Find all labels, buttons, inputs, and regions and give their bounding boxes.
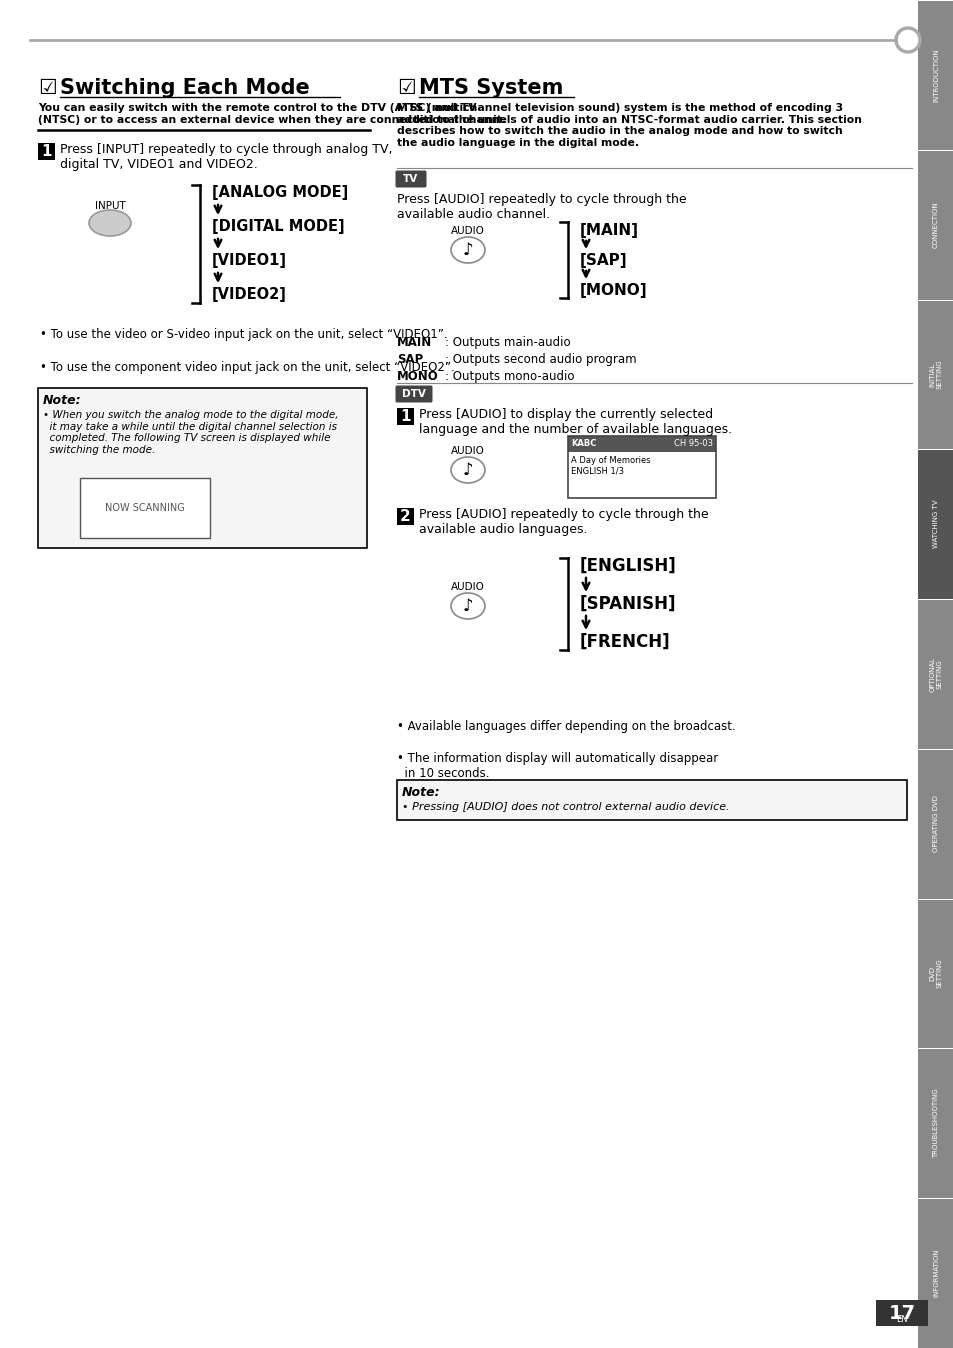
- Text: [SAP]: [SAP]: [579, 252, 627, 267]
- Text: DVD
SETTING: DVD SETTING: [928, 958, 942, 988]
- FancyBboxPatch shape: [395, 170, 426, 187]
- Text: KABC: KABC: [571, 439, 596, 449]
- Text: • To use the component video input jack on the unit, select “VIDEO2”.: • To use the component video input jack …: [40, 361, 455, 373]
- Bar: [917, 450, 953, 599]
- Text: MTS (multichannel television sound) system is the method of encoding 3
additiona: MTS (multichannel television sound) syst…: [396, 102, 862, 148]
- FancyBboxPatch shape: [396, 780, 906, 820]
- Bar: [80, 479, 210, 538]
- Text: Note:: Note:: [401, 786, 440, 799]
- Text: ENGLISH 1/3: ENGLISH 1/3: [571, 466, 623, 476]
- Bar: [917, 600, 953, 749]
- Text: • When you switch the analog mode to the digital mode,
  it may take a while unt: • When you switch the analog mode to the…: [43, 410, 338, 454]
- Text: [FRENCH]: [FRENCH]: [579, 634, 670, 651]
- FancyBboxPatch shape: [38, 388, 367, 549]
- Text: ♪: ♪: [462, 597, 473, 615]
- Text: [SPANISH]: [SPANISH]: [579, 594, 676, 613]
- Circle shape: [895, 28, 919, 53]
- Text: DTV: DTV: [401, 390, 425, 399]
- Text: 17: 17: [887, 1304, 915, 1322]
- Bar: [396, 508, 414, 524]
- Text: INTRODUCTION: INTRODUCTION: [932, 49, 938, 101]
- Text: OPTIONAL
SETTING: OPTIONAL SETTING: [928, 656, 942, 692]
- Ellipse shape: [451, 237, 484, 263]
- Text: ☑: ☑: [38, 78, 56, 98]
- Text: : Outputs mono-audio: : Outputs mono-audio: [444, 369, 574, 383]
- Ellipse shape: [451, 593, 484, 619]
- Text: ☑: ☑: [396, 78, 416, 98]
- Text: [VIDEO2]: [VIDEO2]: [212, 287, 287, 302]
- Text: SAP: SAP: [396, 353, 423, 367]
- Text: • To use the video or S-video input jack on the unit, select “VIDEO1”.: • To use the video or S-video input jack…: [40, 328, 447, 341]
- Text: ♪: ♪: [462, 241, 473, 259]
- Bar: [875, 1299, 927, 1326]
- Text: MAIN: MAIN: [396, 336, 432, 349]
- Text: • Pressing [AUDIO] does not control external audio device.: • Pressing [AUDIO] does not control exte…: [401, 802, 729, 811]
- Text: TROUBLESHOOTING: TROUBLESHOOTING: [932, 1088, 938, 1158]
- Text: MONO: MONO: [396, 369, 438, 383]
- Text: WATCHING TV: WATCHING TV: [932, 500, 938, 549]
- Bar: [917, 1200, 953, 1348]
- Text: You can easily switch with the remote control to the DTV (ATSC) and TV
(NTSC) or: You can easily switch with the remote co…: [38, 102, 506, 124]
- Text: INITIAL
SETTING: INITIAL SETTING: [928, 360, 942, 390]
- Text: : Outputs second audio program: : Outputs second audio program: [444, 353, 636, 367]
- Bar: [567, 435, 716, 497]
- Bar: [917, 301, 953, 449]
- Text: [MAIN]: [MAIN]: [579, 222, 639, 237]
- Text: • Available languages differ depending on the broadcast.: • Available languages differ depending o…: [396, 720, 735, 733]
- FancyBboxPatch shape: [395, 386, 432, 403]
- Text: • The information display will automatically disappear
  in 10 seconds.: • The information display will automatic…: [396, 752, 718, 780]
- Text: AUDIO: AUDIO: [451, 582, 484, 592]
- Text: NOW SCANNING: NOW SCANNING: [105, 503, 185, 514]
- Bar: [396, 408, 414, 425]
- Text: 1: 1: [400, 408, 411, 425]
- Text: INPUT: INPUT: [94, 201, 125, 212]
- Text: INFORMATION: INFORMATION: [932, 1248, 938, 1297]
- Ellipse shape: [451, 457, 484, 483]
- Text: [ENGLISH]: [ENGLISH]: [579, 557, 676, 576]
- Text: CONNECTION: CONNECTION: [932, 201, 938, 248]
- Text: [VIDEO1]: [VIDEO1]: [212, 253, 287, 268]
- Text: MTS System: MTS System: [418, 78, 563, 98]
- Text: CH 95-03: CH 95-03: [673, 439, 712, 449]
- Text: OPERATING DVD: OPERATING DVD: [932, 795, 938, 852]
- Text: Press [AUDIO] repeatedly to cycle through the
available audio channel.: Press [AUDIO] repeatedly to cycle throug…: [396, 193, 686, 221]
- Text: Press [INPUT] repeatedly to cycle through analog TV,
digital TV, VIDEO1 and VIDE: Press [INPUT] repeatedly to cycle throug…: [60, 143, 392, 171]
- Ellipse shape: [89, 210, 131, 236]
- Text: : Outputs main-audio: : Outputs main-audio: [444, 336, 570, 349]
- Bar: [917, 151, 953, 299]
- Text: Switching Each Mode: Switching Each Mode: [60, 78, 310, 98]
- Text: [DIGITAL MODE]: [DIGITAL MODE]: [212, 220, 344, 235]
- Text: [MONO]: [MONO]: [579, 283, 647, 298]
- Bar: [917, 749, 953, 899]
- Bar: [567, 435, 716, 452]
- Text: A Day of Memories: A Day of Memories: [571, 456, 650, 465]
- Bar: [917, 899, 953, 1049]
- Text: 2: 2: [399, 510, 411, 524]
- Text: Press [AUDIO] to display the currently selected
language and the number of avail: Press [AUDIO] to display the currently s…: [418, 408, 731, 435]
- Text: Note:: Note:: [43, 394, 82, 407]
- Bar: [38, 143, 55, 160]
- Text: EN: EN: [895, 1316, 907, 1324]
- Bar: [917, 1050, 953, 1198]
- Text: AUDIO: AUDIO: [451, 446, 484, 456]
- Bar: [917, 1, 953, 150]
- Text: Press [AUDIO] repeatedly to cycle through the
available audio languages.: Press [AUDIO] repeatedly to cycle throug…: [418, 508, 708, 537]
- Bar: [567, 452, 716, 497]
- Text: 1: 1: [41, 144, 51, 159]
- Text: TV: TV: [403, 174, 418, 183]
- Text: [ANALOG MODE]: [ANALOG MODE]: [212, 186, 348, 201]
- Text: ♪: ♪: [462, 461, 473, 479]
- Text: AUDIO: AUDIO: [451, 226, 484, 236]
